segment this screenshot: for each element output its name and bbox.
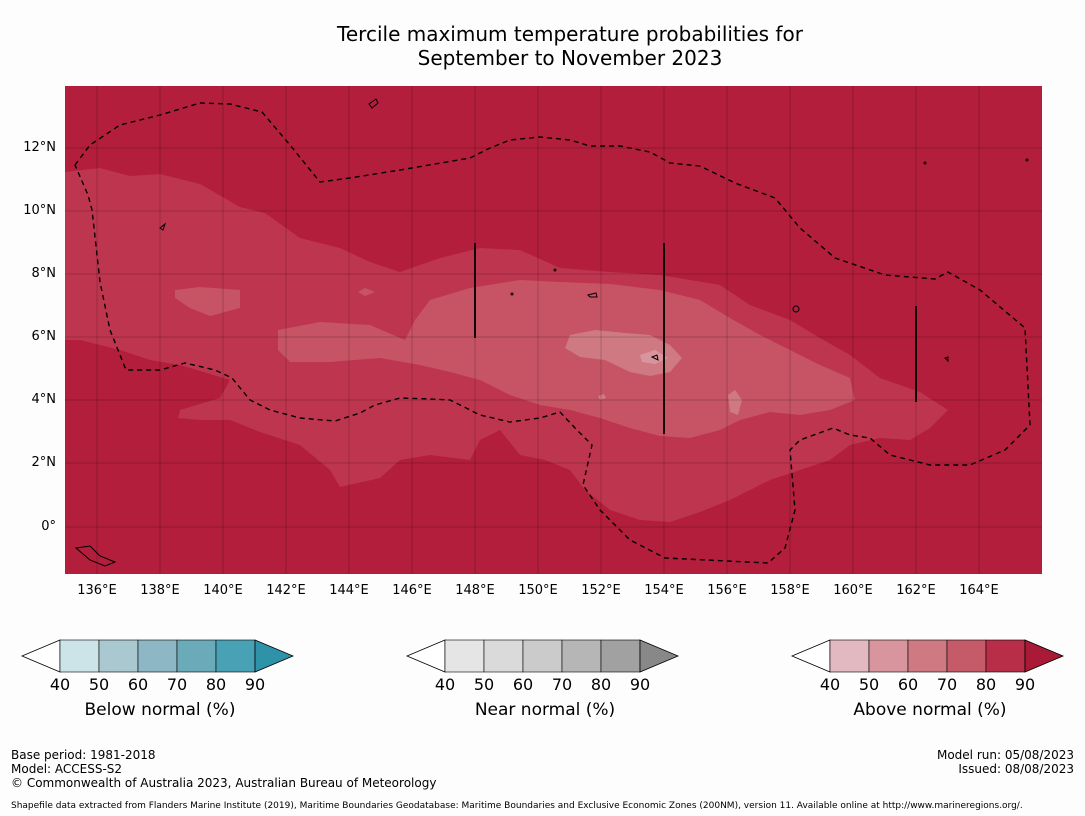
cbar-above-tick: 80 bbox=[975, 675, 997, 694]
cbar-above-tick: 40 bbox=[819, 675, 841, 694]
lon-label-144e: 144°E bbox=[329, 583, 369, 598]
lon-label-142e: 142°E bbox=[266, 583, 306, 598]
cbar-below-tick: 60 bbox=[127, 675, 149, 694]
colorbar-near-normal: 40 50 60 70 80 90 Near normal (%) bbox=[405, 638, 685, 738]
colorbar-under-extension bbox=[405, 639, 446, 673]
colorbar-near-swatches bbox=[405, 639, 680, 673]
issued-date: Issued: 08/08/2023 bbox=[958, 762, 1074, 776]
lon-label-152e: 152°E bbox=[581, 583, 621, 598]
colorbar-swatch bbox=[907, 639, 948, 673]
colorbar-swatch bbox=[985, 639, 1026, 673]
islands bbox=[74, 98, 1029, 567]
colorbar-near-label: Near normal (%) bbox=[474, 700, 616, 720]
colorbar-swatch bbox=[522, 639, 563, 673]
colorbar-swatch bbox=[137, 639, 178, 673]
colorbar-swatch bbox=[59, 639, 100, 673]
cbar-near-tick: 60 bbox=[512, 675, 534, 694]
lon-label-158e: 158°E bbox=[770, 583, 810, 598]
lat-label-12n: 12°N bbox=[23, 140, 56, 155]
colorbar-swatch bbox=[215, 639, 256, 673]
cbar-below-tick: 70 bbox=[166, 675, 188, 694]
model-name: Model: ACCESS-S2 bbox=[11, 762, 123, 776]
lat-label-0: 0° bbox=[41, 519, 56, 534]
colorbar-swatch bbox=[444, 639, 485, 673]
base-period: Base period: 1981-2018 bbox=[11, 748, 156, 762]
lon-label-150e: 150°E bbox=[518, 583, 558, 598]
chart-title: Tercile maximum temperature probabilitie… bbox=[65, 22, 1075, 70]
eez-boundary-palau bbox=[74, 102, 1031, 564]
colorbar-above-normal: 40 50 60 70 80 90 Above normal (%) bbox=[790, 638, 1070, 738]
cbar-above-tick: 50 bbox=[858, 675, 880, 694]
cbar-above-tick: 70 bbox=[936, 675, 958, 694]
lon-label-148e: 148°E bbox=[455, 583, 495, 598]
colorbar-swatch bbox=[946, 639, 987, 673]
footer-right: Model run: 05/08/2023 Issued: 08/08/2023 bbox=[937, 748, 1074, 776]
cbar-near-tick: 50 bbox=[473, 675, 495, 694]
colorbar-over-extension bbox=[1024, 639, 1065, 673]
shading-60-70 bbox=[565, 330, 742, 415]
colorbar-above-label: Above normal (%) bbox=[853, 700, 1007, 720]
lon-label-136e: 136°E bbox=[77, 583, 117, 598]
colorbar-below-swatches bbox=[20, 639, 295, 673]
model-run: Model run: 05/08/2023 bbox=[936, 748, 1074, 762]
lon-label-162e: 162°E bbox=[896, 583, 936, 598]
copyright: © Commonwealth of Australia 2023, Austra… bbox=[11, 776, 437, 790]
shading-70-80 bbox=[175, 280, 855, 438]
lat-label-2n: 2°N bbox=[31, 455, 57, 470]
colorbar-below-normal: 40 50 60 70 80 90 Below normal (%) bbox=[20, 638, 300, 738]
cbar-below-tick: 40 bbox=[49, 675, 71, 694]
probability-map bbox=[65, 86, 1042, 574]
colorbar-over-extension bbox=[254, 639, 295, 673]
cbar-near-tick: 40 bbox=[434, 675, 456, 694]
lon-label-154e: 154°E bbox=[644, 583, 684, 598]
colorbar-swatch bbox=[176, 639, 217, 673]
lon-label-146e: 146°E bbox=[392, 583, 432, 598]
colorbar-swatch bbox=[561, 639, 602, 673]
lon-label-160e: 160°E bbox=[833, 583, 873, 598]
colorbar-swatch bbox=[829, 639, 870, 673]
cbar-below-tick: 50 bbox=[88, 675, 110, 694]
colorbar-swatch bbox=[98, 639, 139, 673]
cbar-near-tick: 70 bbox=[551, 675, 573, 694]
cbar-near-tick: 80 bbox=[590, 675, 612, 694]
title-line-2: September to November 2023 bbox=[417, 46, 723, 70]
lon-label-140e: 140°E bbox=[203, 583, 243, 598]
colorbar-over-extension bbox=[639, 639, 680, 673]
colorbar-swatch bbox=[600, 639, 641, 673]
colorbar-under-extension bbox=[20, 639, 61, 673]
cbar-above-tick: 60 bbox=[897, 675, 919, 694]
lat-label-8n: 8°N bbox=[31, 266, 57, 281]
lon-label-138e: 138°E bbox=[140, 583, 180, 598]
lat-label-6n: 6°N bbox=[31, 329, 57, 344]
cbar-above-tick: 90 bbox=[1014, 675, 1036, 694]
title-line-1: Tercile maximum temperature probabilitie… bbox=[337, 22, 803, 46]
cbar-below-tick: 90 bbox=[244, 675, 266, 694]
colorbar-swatch bbox=[483, 639, 524, 673]
colorbar-below-label: Below normal (%) bbox=[84, 700, 236, 720]
cbar-below-tick: 80 bbox=[205, 675, 227, 694]
lat-label-10n: 10°N bbox=[23, 203, 56, 218]
lon-label-164e: 164°E bbox=[959, 583, 999, 598]
cbar-near-tick: 90 bbox=[629, 675, 651, 694]
lat-label-4n: 4°N bbox=[31, 392, 57, 407]
shapefile-credit: Shapefile data extracted from Flanders M… bbox=[11, 801, 1023, 811]
lon-label-156e: 156°E bbox=[707, 583, 747, 598]
colorbar-under-extension bbox=[790, 639, 831, 673]
colorbar-above-swatches bbox=[790, 639, 1065, 673]
footer-left: Base period: 1981-2018 Model: ACCESS-S2 … bbox=[11, 748, 436, 790]
colorbar-swatch bbox=[868, 639, 909, 673]
shading-60-70-core bbox=[640, 350, 668, 364]
